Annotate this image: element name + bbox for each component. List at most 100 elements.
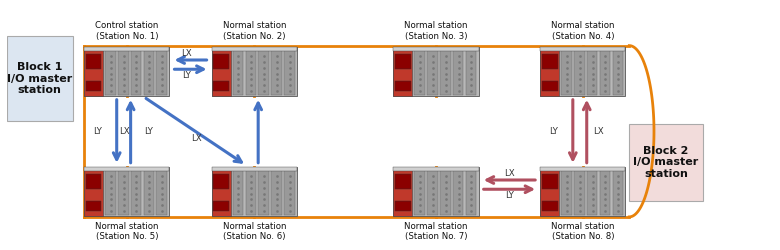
Bar <box>574 48 585 95</box>
Text: LY: LY <box>93 127 102 136</box>
Bar <box>395 174 410 189</box>
Bar <box>212 47 297 96</box>
Bar <box>440 48 451 95</box>
Bar <box>246 48 256 95</box>
Bar <box>587 48 597 95</box>
Bar <box>105 168 115 215</box>
Bar <box>131 48 141 95</box>
Bar <box>453 168 463 215</box>
Bar <box>393 47 412 96</box>
Bar <box>86 201 101 211</box>
Bar <box>541 167 626 172</box>
Bar <box>414 48 425 95</box>
Text: Normal station
(Station No. 7): Normal station (Station No. 7) <box>404 222 468 241</box>
Bar <box>157 48 167 95</box>
Bar <box>84 167 169 172</box>
Bar <box>144 48 154 95</box>
Text: LX: LX <box>504 169 515 178</box>
Bar <box>542 54 558 69</box>
Bar <box>232 48 243 95</box>
FancyBboxPatch shape <box>7 36 73 121</box>
Bar <box>86 174 101 189</box>
Bar <box>393 47 478 52</box>
Text: Normal station
(Station No. 3): Normal station (Station No. 3) <box>404 21 468 40</box>
Bar <box>214 174 229 189</box>
Bar <box>393 167 478 172</box>
Bar <box>542 174 558 189</box>
Text: Normal station
(Station No. 4): Normal station (Station No. 4) <box>551 21 615 40</box>
Bar <box>453 48 463 95</box>
Bar <box>212 167 297 172</box>
Bar <box>214 54 229 69</box>
Bar <box>427 48 438 95</box>
Bar <box>541 47 626 52</box>
Text: Normal station
(Station No. 5): Normal station (Station No. 5) <box>95 222 158 241</box>
Text: LY: LY <box>505 191 514 200</box>
Bar <box>541 47 559 96</box>
Bar <box>395 81 410 91</box>
Bar <box>542 201 558 211</box>
Bar <box>212 47 297 52</box>
Text: Control station
(Station No. 1): Control station (Station No. 1) <box>95 21 158 40</box>
Text: LY: LY <box>183 71 191 80</box>
Text: Normal station
(Station No. 6): Normal station (Station No. 6) <box>222 222 286 241</box>
Bar <box>440 168 451 215</box>
Bar <box>587 168 597 215</box>
Bar <box>562 168 572 215</box>
Bar <box>232 168 243 215</box>
Bar <box>600 168 610 215</box>
Bar <box>84 47 169 52</box>
Text: LX: LX <box>191 134 202 143</box>
Bar <box>118 48 129 95</box>
Bar <box>212 167 231 216</box>
Text: LX: LX <box>182 49 192 58</box>
Bar <box>214 81 229 91</box>
Bar <box>541 167 559 216</box>
Bar <box>612 168 623 215</box>
Bar <box>212 167 297 216</box>
Bar <box>395 54 410 69</box>
Bar <box>105 48 115 95</box>
Bar <box>118 168 129 215</box>
Text: Block 1
I/O master
station: Block 1 I/O master station <box>7 62 73 95</box>
Bar <box>466 48 476 95</box>
Bar <box>246 168 256 215</box>
Bar <box>600 48 610 95</box>
Bar <box>414 168 425 215</box>
Bar <box>258 168 269 215</box>
Text: LY: LY <box>549 127 558 136</box>
Bar <box>212 47 231 96</box>
Text: LX: LX <box>119 127 129 136</box>
Bar <box>574 168 585 215</box>
Bar <box>427 168 438 215</box>
Bar <box>284 48 295 95</box>
Bar <box>393 167 478 216</box>
Bar <box>157 168 167 215</box>
Bar <box>131 168 141 215</box>
Bar <box>466 168 476 215</box>
Bar <box>271 48 282 95</box>
Bar <box>84 47 103 96</box>
Text: Normal station
(Station No. 2): Normal station (Station No. 2) <box>222 21 286 40</box>
Bar <box>86 54 101 69</box>
Bar <box>393 47 478 96</box>
Bar <box>144 168 154 215</box>
Bar <box>393 167 412 216</box>
Bar <box>271 168 282 215</box>
Bar <box>542 81 558 91</box>
Bar <box>284 168 295 215</box>
Bar <box>84 167 169 216</box>
Bar <box>541 47 626 96</box>
Bar <box>562 48 572 95</box>
Bar <box>86 81 101 91</box>
Bar <box>214 201 229 211</box>
Text: Block 2
I/O master
station: Block 2 I/O master station <box>633 146 699 179</box>
Text: LX: LX <box>593 127 604 136</box>
Bar <box>84 167 103 216</box>
Text: Normal station
(Station No. 8): Normal station (Station No. 8) <box>551 222 615 241</box>
Bar <box>258 48 269 95</box>
Bar <box>395 201 410 211</box>
Bar <box>612 48 623 95</box>
Bar <box>541 167 626 216</box>
Text: LY: LY <box>144 127 153 136</box>
